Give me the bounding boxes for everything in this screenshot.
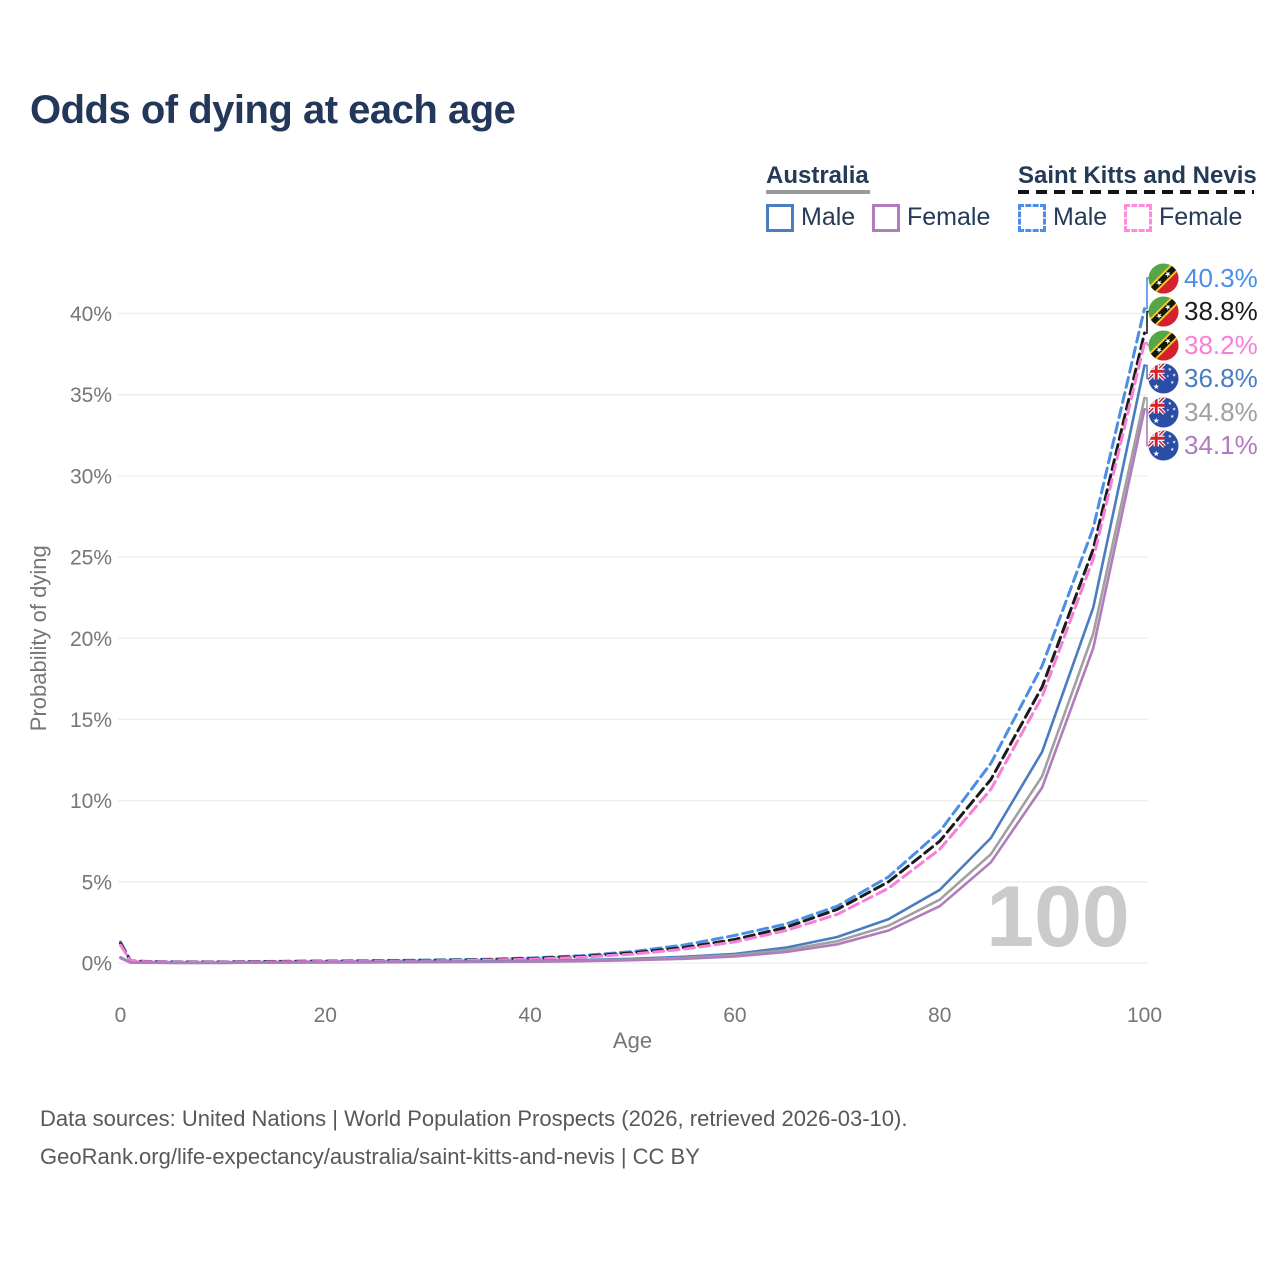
legend-swatch-australia-male xyxy=(766,203,794,232)
y-tick-35%: 35% xyxy=(70,384,112,407)
y-tick-15%: 15% xyxy=(70,709,112,732)
legend-label-saint-kitts-male: Male xyxy=(1053,203,1108,231)
end-label-saint-kitts-both: 38.8% xyxy=(1148,296,1258,328)
y-tick-0%: 0% xyxy=(82,953,112,976)
flag-saint-kitts-and-nevis-icon xyxy=(1148,330,1179,361)
legend-swatch-australia-female xyxy=(872,203,900,232)
end-label-saint-kitts-female: 38.2% xyxy=(1148,329,1258,361)
end-label-value: 36.8% xyxy=(1184,363,1258,393)
y-axis-label: Probability of dying xyxy=(26,545,51,731)
end-label-australia-female: 34.1% xyxy=(1148,430,1258,462)
legend-saint-kitts-underline xyxy=(1018,190,1254,194)
flag-saint-kitts-and-nevis-icon xyxy=(1148,263,1179,294)
y-tick-5%: 5% xyxy=(82,871,112,894)
y-tick-10%: 10% xyxy=(70,790,112,813)
legend-label-australia-female: Female xyxy=(907,203,991,231)
y-tick-30%: 30% xyxy=(70,465,112,488)
x-tick-80: 80 xyxy=(928,1004,951,1027)
end-label-value: 34.1% xyxy=(1184,430,1258,460)
y-tick-20%: 20% xyxy=(70,628,112,651)
x-tick-40: 40 xyxy=(518,1004,541,1027)
series-line-2[interactable] xyxy=(119,341,1146,964)
legend-label-saint-kitts-female: Female xyxy=(1159,203,1243,231)
legend-item-saint-kitts-female[interactable]: Female xyxy=(1124,203,1242,232)
legend-australia-title: Australia xyxy=(766,162,869,189)
legend-item-saint-kitts-male[interactable]: Male xyxy=(1018,203,1107,232)
end-label-value: 40.3% xyxy=(1184,262,1258,293)
flag-australia-icon xyxy=(1148,363,1179,394)
end-label-saint-kitts-male: 40.3% xyxy=(1148,262,1258,294)
series-line-5[interactable] xyxy=(119,408,1146,965)
y-tick-25%: 25% xyxy=(70,547,112,570)
legend-swatch-saint-kitts-male xyxy=(1018,203,1046,232)
legend-item-australia-female[interactable]: Female xyxy=(872,203,990,232)
end-label-australia-male: 36.8% xyxy=(1148,363,1258,395)
x-tick-100: 100 xyxy=(1127,1004,1162,1027)
flag-saint-kitts-and-nevis-icon xyxy=(1148,296,1179,327)
legend-australia-underline xyxy=(766,190,870,194)
end-label-australia-both: 34.8% xyxy=(1148,396,1258,428)
x-tick-20: 20 xyxy=(314,1004,337,1027)
end-label-value: 38.2% xyxy=(1184,329,1258,360)
legend-swatch-saint-kitts-female xyxy=(1124,203,1152,232)
x-tick-60: 60 xyxy=(723,1004,746,1027)
data-sources-line: Data sources: United Nations | World Pop… xyxy=(40,1106,908,1131)
flag-australia-icon xyxy=(1148,397,1179,428)
y-tick-40%: 40% xyxy=(70,303,112,326)
legend-label-australia-male: Male xyxy=(801,203,856,231)
age-counter-watermark: 100 xyxy=(986,869,1130,965)
series-line-1[interactable] xyxy=(119,331,1146,964)
end-label-value: 34.8% xyxy=(1184,396,1258,427)
x-tick-0: 0 xyxy=(115,1004,127,1027)
x-axis-label: Age xyxy=(613,1028,652,1053)
flag-australia-icon xyxy=(1148,430,1179,461)
page-title: Odds of dying at each age xyxy=(30,88,516,132)
legend-saint-kitts-title: Saint Kitts and Nevis xyxy=(1018,162,1257,189)
attribution-line: GeoRank.org/life-expectancy/australia/sa… xyxy=(40,1144,700,1169)
end-label-value: 38.8% xyxy=(1184,296,1258,326)
legend-item-australia-male[interactable]: Male xyxy=(766,203,855,232)
